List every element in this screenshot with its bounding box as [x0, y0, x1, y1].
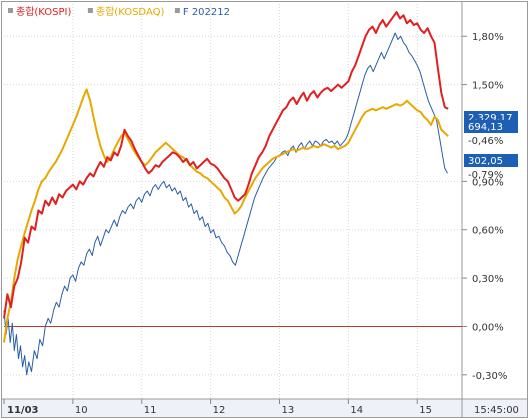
x-tick-label: 15:45:00 — [474, 405, 519, 416]
legend-marker — [174, 8, 180, 13]
series-line-kospi — [3, 11, 449, 319]
legend-label: F 202212 — [183, 7, 230, 18]
y-tick-label: 0,90% — [472, 177, 504, 188]
x-tick-label: 15 — [419, 405, 432, 416]
series-lines — [3, 11, 449, 376]
y-tick-label: 1,50% — [472, 81, 504, 92]
y-tick-label: 0,60% — [472, 226, 504, 237]
y-tick-label: 1,80% — [472, 32, 504, 43]
y-tick-label: 0,30% — [472, 274, 504, 285]
value-badge-text: 2,329,17 — [468, 113, 513, 124]
legend-label: 종합(KOSPI) — [16, 6, 72, 18]
y-axis-ticks: 1,80% 1,50% 0,90% 0,60% 0,30% 0,00% -0,30% — [462, 32, 507, 382]
x-tick-label: 10 — [75, 405, 88, 416]
value-badge — [464, 154, 518, 167]
x-tick-label: 11 — [144, 405, 157, 416]
x-tick-label: 12 — [213, 405, 226, 416]
value-badge-change: -0,46% — [468, 136, 503, 147]
legend-marker — [87, 8, 93, 13]
legend-label: 종합(KOSDAQ) — [96, 6, 165, 18]
x-tick-label: 13 — [281, 405, 294, 416]
value-badge-text: 302,05 — [468, 156, 503, 167]
series-line-futures — [3, 32, 448, 376]
series-line-kosdaq — [3, 88, 449, 343]
y-tick-label: -0,30% — [472, 371, 507, 382]
value-badge-text: 694,13 — [468, 122, 503, 133]
x-axis-band — [2, 399, 527, 417]
x-axis-ticks: 11/03 10 11 12 13 14 15 15:45:00 — [3, 399, 519, 416]
legend: 종합(KOSPI) 종합(KOSDAQ) F 202212 — [8, 6, 230, 18]
x-tick-label: 11/03 — [7, 405, 39, 416]
value-badge-change: -0,79% — [468, 170, 503, 181]
y-tick-label: 0,00% — [472, 322, 504, 333]
y-axis-band — [462, 2, 527, 399]
legend-marker — [8, 8, 13, 13]
x-tick-label: 14 — [350, 405, 363, 416]
value-badge — [464, 120, 518, 133]
